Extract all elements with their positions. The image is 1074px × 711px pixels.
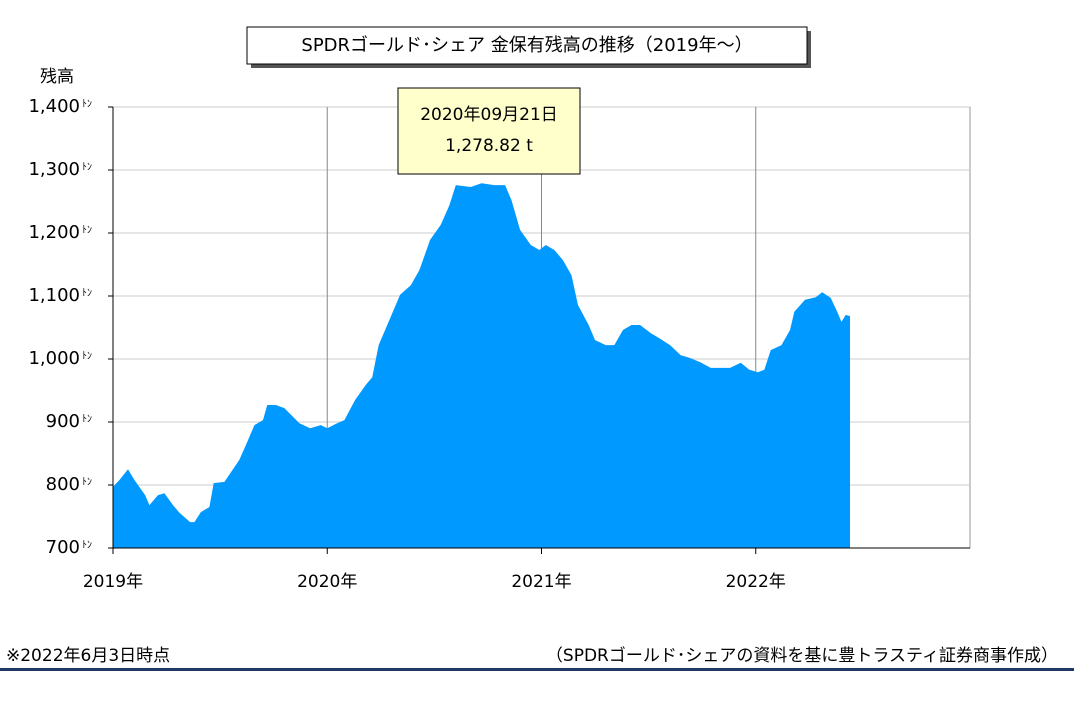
y-tick-unit: ﾄﾝ <box>82 414 92 425</box>
source: （SPDRゴールド･シェアの資料を基に豊トラスティ証券商事作成） <box>546 645 1058 666</box>
note: ※2022年6月3日時点 <box>6 646 170 666</box>
y-tick-label: 1,000 <box>28 348 80 369</box>
annotation: 2020年09月21日 1,278.82 t <box>397 87 581 175</box>
y-tick-label: 1,400 <box>28 96 80 117</box>
y-tick-unit: ﾄﾝ <box>82 477 92 488</box>
annotation-value: 1,278.82 t <box>445 136 533 156</box>
annotation-box <box>397 87 581 175</box>
area <box>113 183 851 549</box>
y-tick-unit: ﾄﾝ <box>82 351 92 362</box>
x-tick-label: 2021年 <box>511 572 571 592</box>
footer-rule <box>0 668 1074 671</box>
y-tick-unit: ﾄﾝ <box>82 225 92 236</box>
x-tick-label: 2019年 <box>83 572 143 592</box>
y-tick-unit: ﾄﾝ <box>82 162 92 173</box>
y-tick-label: 1,300 <box>28 159 80 180</box>
title-box <box>246 26 808 65</box>
y-tick-label: 800 <box>46 474 80 495</box>
x-tick-label: 2022年 <box>726 572 786 592</box>
annotation-date: 2020年09月21日 <box>420 105 558 125</box>
y-axis-label: 残高 <box>40 67 74 87</box>
y-tick-unit: ﾄﾝ <box>82 99 92 110</box>
y-tick-label: 1,200 <box>28 222 80 243</box>
chart-title: SPDRゴールド･シェア 金保有残高の推移（2019年～） <box>301 35 752 56</box>
y-tick-unit: ﾄﾝ <box>82 288 92 299</box>
y-tick-label: 900 <box>46 411 80 432</box>
y-tick-label: 1,100 <box>28 285 80 306</box>
y-tick-label: 700 <box>46 537 80 558</box>
y-tick-unit: ﾄﾝ <box>82 540 92 551</box>
x-tick-label: 2020年 <box>297 572 357 592</box>
